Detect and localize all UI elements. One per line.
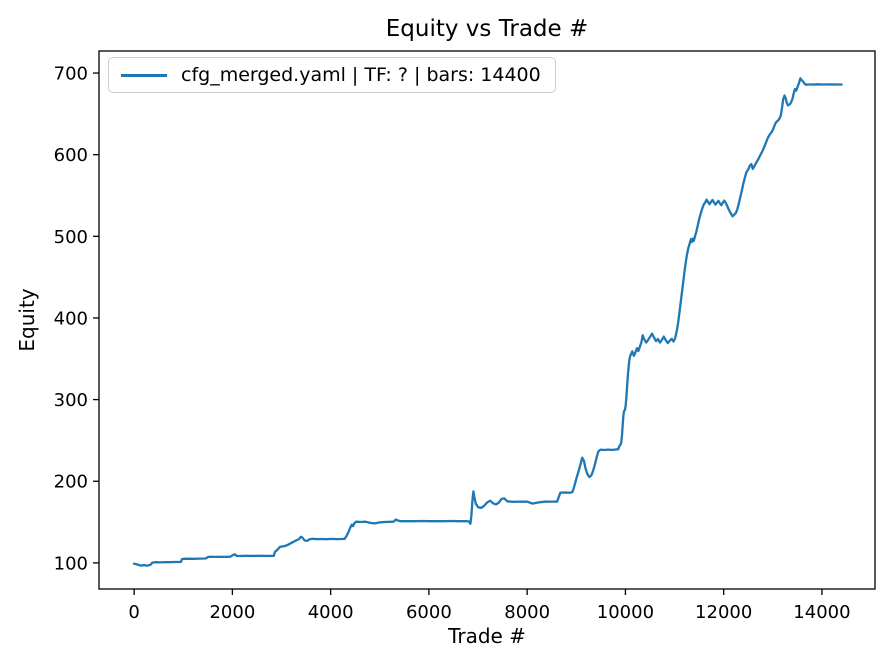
y-axis-label: Equity (15, 288, 39, 352)
x-tick-label: 0 (128, 602, 139, 623)
x-tick-label: 8000 (504, 602, 550, 623)
y-tick-label: 400 (54, 308, 88, 329)
x-tick-label: 2000 (209, 602, 255, 623)
x-tick-label: 10000 (597, 602, 654, 623)
chart-title: Equity vs Trade # (385, 16, 589, 42)
y-tick-label: 700 (54, 64, 88, 85)
y-tick-label: 100 (54, 553, 88, 574)
y-tick-label: 600 (54, 145, 88, 166)
y-tick-label: 200 (54, 472, 88, 493)
equity-line (132, 77, 843, 567)
y-tick-label: 500 (54, 227, 88, 248)
legend-line-sample (121, 73, 167, 77)
y-tick-label: 300 (54, 390, 88, 411)
x-tick-label: 6000 (406, 602, 452, 623)
x-tick-label: 14000 (793, 602, 850, 623)
x-axis-label: Trade # (448, 624, 526, 648)
legend-entry-label: cfg_merged.yaml | TF: ? | bars: 14400 (181, 64, 541, 86)
plot-border (98, 50, 876, 590)
x-tick-label: 4000 (308, 602, 354, 623)
legend-box: cfg_merged.yaml | TF: ? | bars: 14400 (108, 57, 556, 93)
x-tick-label: 12000 (695, 602, 752, 623)
